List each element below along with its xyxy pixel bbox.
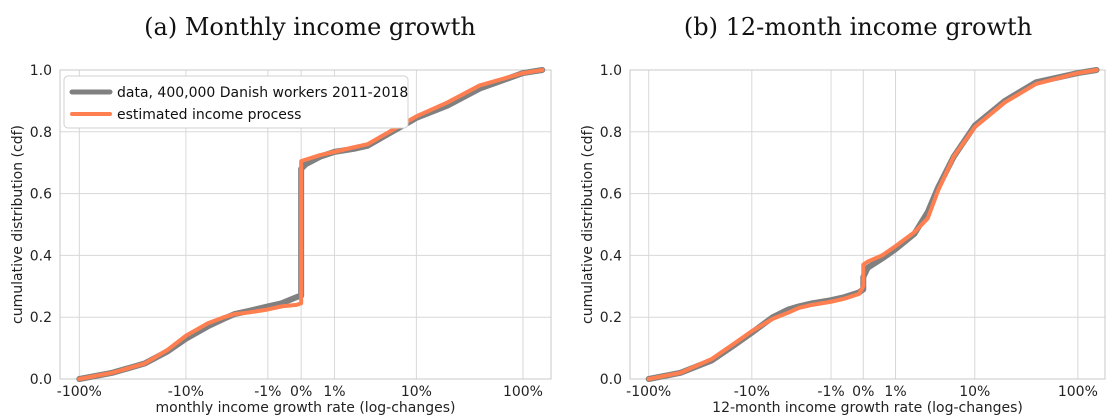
panel-b-plot-area: [630, 70, 1105, 379]
x-tick-label: -1%: [817, 384, 844, 400]
panel-b-ylabel: cumulative distribution (cdf): [580, 125, 596, 324]
y-tick-label: 0.8: [600, 125, 622, 141]
panel-a-ylabel: cumulative distribution (cdf): [10, 125, 26, 324]
x-tick-label: -100%: [626, 384, 671, 400]
y-tick-label: 0.0: [30, 372, 52, 388]
panel-b-xlabel: 12-month income growth rate (log-changes…: [712, 400, 1023, 416]
y-tick-label: 0.4: [30, 248, 52, 264]
y-tick-label: 1.0: [30, 63, 52, 79]
legend-model-label: estimated income process: [117, 107, 301, 123]
y-tick-label: 0.6: [600, 187, 622, 203]
x-tick-label: -10%: [734, 384, 770, 400]
y-tick-label: 0.4: [600, 248, 622, 264]
panel-b-ticks: -100% -10% -1% 0% 1% 10% 100% 0.0 0.2 0.4 0.6 0.8 1.…: [600, 63, 1098, 400]
panel-a-ticks: -100% -10% -1% 0% 1% 10% 100% 0.0 0.2 0.4 0.6 0.8 1.…: [30, 63, 543, 400]
x-tick-label: 0%: [290, 384, 312, 400]
x-tick-label: -100%: [57, 384, 102, 400]
y-tick-label: 0.0: [600, 372, 622, 388]
y-tick-label: 1.0: [600, 63, 622, 79]
y-tick-label: 0.2: [30, 310, 52, 326]
model-series-line: [77, 68, 545, 381]
x-tick-label: 1%: [323, 384, 345, 400]
legend-box: [63, 75, 409, 129]
panel-a-xlabel: monthly income growth rate (log-changes): [156, 400, 456, 416]
x-tick-label: -10%: [168, 384, 204, 400]
x-tick-label: -1%: [254, 384, 281, 400]
panel-a-lines: [76, 67, 546, 382]
x-tick-label: 1%: [884, 384, 906, 400]
x-tick-label: 0%: [852, 384, 874, 400]
x-tick-label: 100%: [503, 384, 543, 400]
model-series-line: [646, 68, 1099, 381]
legend-data-label: data, 400,000 Danish workers 2011-2018: [117, 85, 408, 101]
x-tick-label: 10%: [959, 384, 990, 400]
y-tick-label: 0.2: [600, 310, 622, 326]
y-tick-label: 0.6: [30, 187, 52, 203]
panel-a-frame: [59, 69, 552, 380]
panel-a-title: (a) Monthly income growth: [144, 13, 476, 41]
x-tick-label: 100%: [1058, 384, 1098, 400]
x-tick-label: 10%: [401, 384, 432, 400]
panel-monthly: (a) Monthly income growth -100% -10% -1% 0%…: [10, 13, 552, 416]
panel-b-lines: [645, 67, 1100, 382]
panel-12-month: (b) 12-month income growth -100% -10% -1% 0…: [580, 13, 1106, 416]
panel-b-title: (b) 12-month income growth: [684, 13, 1032, 41]
panel-b-frame: [629, 69, 1106, 380]
legend: data, 400,000 Danish workers 2011-2018 e…: [63, 75, 409, 129]
y-tick-label: 0.8: [30, 125, 52, 141]
